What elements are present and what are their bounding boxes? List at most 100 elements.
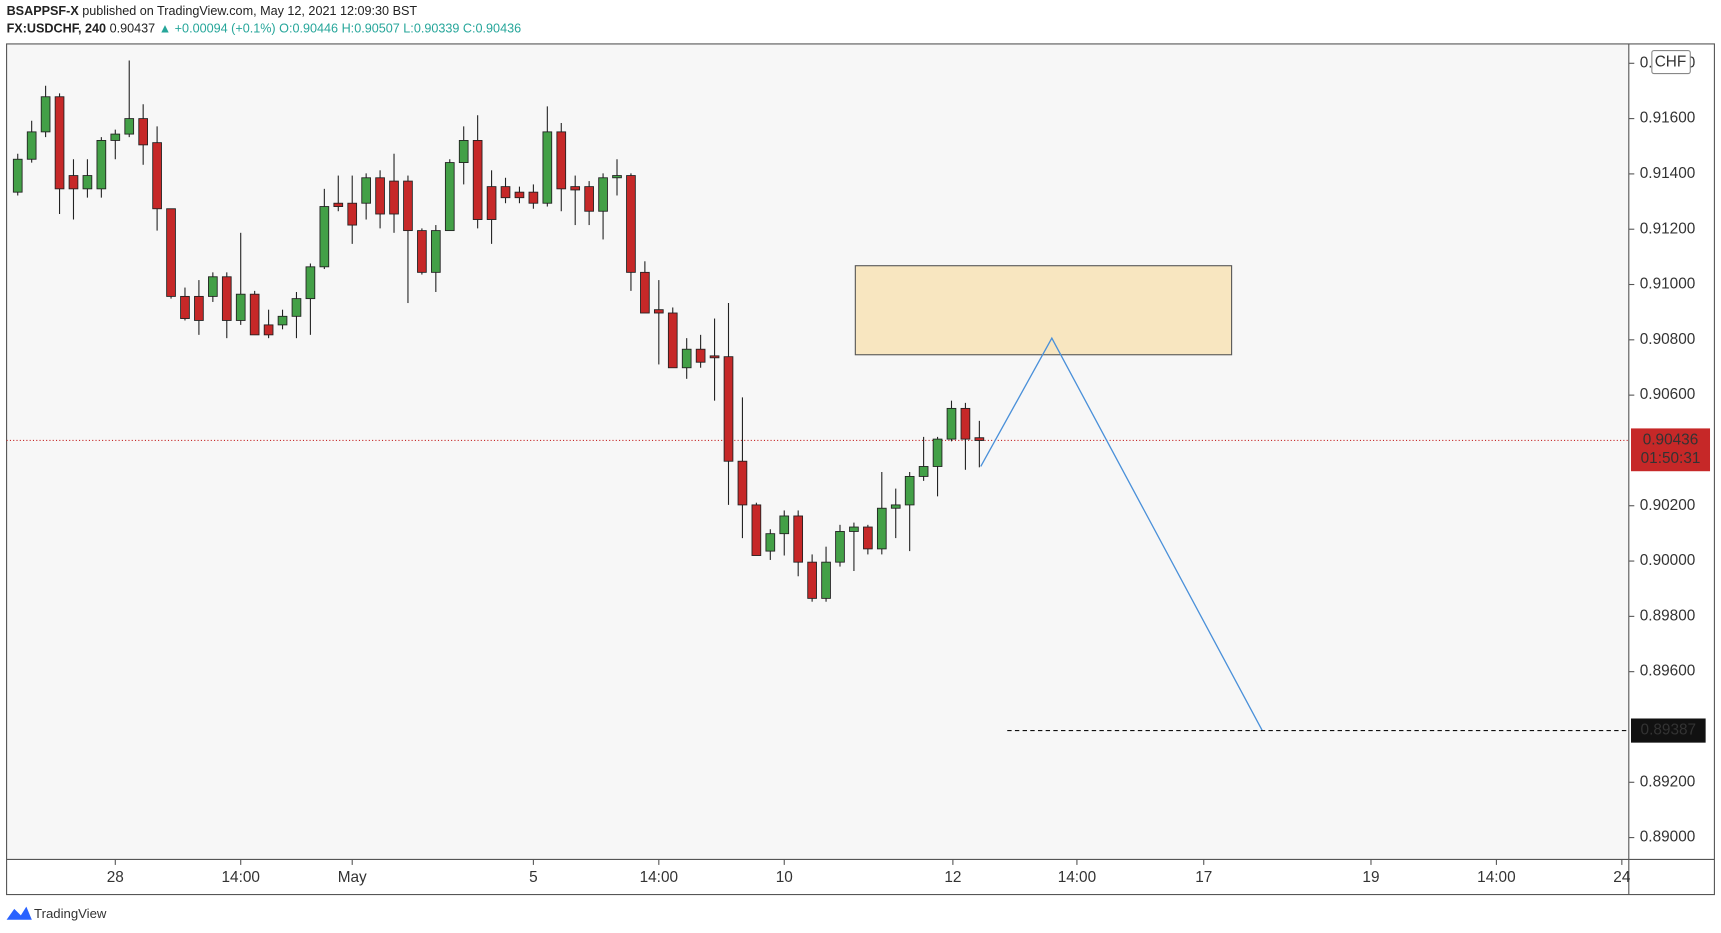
candle-body — [807, 561, 817, 599]
candle-body — [932, 438, 943, 467]
candle-body — [208, 276, 218, 297]
candle-body — [626, 175, 636, 273]
y-tick-label: 0.90600 — [1640, 386, 1696, 403]
x-tick-label: 17 — [1195, 869, 1212, 886]
candle-body — [235, 293, 246, 321]
plot — [6, 60, 1629, 732]
target-label-box — [1630, 718, 1706, 743]
plot-area — [6, 43, 1629, 860]
author: BSAPPSF-X — [7, 4, 80, 18]
candle-body — [974, 437, 985, 441]
candle-body — [54, 96, 65, 190]
candle-body — [431, 230, 441, 273]
candle-body — [403, 180, 413, 232]
price-label: 0.90436 — [1643, 432, 1699, 449]
y-tick-label: 0.90000 — [1640, 552, 1696, 569]
x-tick-label: 14:00 — [222, 869, 260, 886]
candle-body — [514, 191, 525, 199]
candle-body — [180, 295, 190, 319]
candle-body — [863, 526, 873, 550]
candle-body — [110, 133, 121, 141]
candle-body — [68, 175, 79, 190]
candle-body — [751, 504, 762, 556]
zone — [854, 265, 1233, 356]
currency-box — [1651, 49, 1691, 75]
candle-body — [221, 276, 232, 321]
candle-body — [640, 271, 650, 314]
candle-body — [124, 118, 135, 135]
candle-body — [277, 315, 288, 326]
candle-body — [12, 158, 23, 193]
candle-body — [737, 460, 748, 506]
candle-body — [263, 324, 274, 336]
symbol: FX:USDCHF, 240 — [7, 22, 107, 36]
candle-body — [779, 515, 790, 535]
ohlc-h: H:0.90507 — [342, 22, 400, 36]
x-tick-label: 5 — [529, 869, 538, 886]
candle-body — [584, 186, 594, 212]
y-tick-label: 0.91000 — [1640, 276, 1696, 293]
candle-body — [26, 131, 37, 160]
axis-overlay: 0.89000 0.89200 0.89600 0.89800 0.90000 0.902… — [107, 49, 1711, 886]
candle-body — [653, 309, 664, 314]
symbol-line: FX:USDCHF, 240 0.90437 ▲ +0.00094 (+0.1%… — [7, 22, 522, 36]
candle-body — [918, 466, 929, 477]
projection-line — [980, 336, 1263, 731]
candle-body — [556, 131, 567, 190]
y-tick-label: 0.89600 — [1640, 663, 1696, 680]
candle-body — [347, 202, 358, 226]
target-label: 0.89387 — [1641, 722, 1697, 739]
candle-body — [152, 142, 162, 210]
candle-body — [375, 177, 385, 215]
candle-body — [82, 175, 93, 190]
y-tick-label: 0.89200 — [1640, 773, 1696, 790]
countdown: 01:50:31 — [1641, 450, 1701, 467]
x-tick-label: 14:00 — [1477, 869, 1515, 886]
candle-body — [472, 140, 483, 220]
candle-body — [319, 206, 330, 268]
candle-body — [570, 186, 581, 191]
x-tick-label: 10 — [776, 869, 793, 886]
x-tick-label: May — [338, 869, 367, 886]
ohlc-c: C:0.90436 — [463, 22, 521, 36]
candle-body — [96, 140, 107, 190]
candle-body — [458, 140, 469, 164]
y-tick-label: 0.89000 — [1640, 829, 1696, 846]
y-tick-label: 0.90800 — [1640, 331, 1696, 348]
x-tick-label: 28 — [107, 869, 124, 886]
x-tick-label: 12 — [944, 869, 961, 886]
y-tick-label: 0.91200 — [1640, 220, 1696, 237]
candle-body — [361, 177, 371, 204]
footer: TradingView — [34, 906, 107, 921]
x-tick-label: 24 — [1613, 869, 1631, 886]
candle-body — [291, 298, 302, 317]
frame — [6, 43, 1715, 896]
candle-body — [904, 475, 915, 506]
last: 0.90437 — [110, 22, 156, 36]
y-tick-label: 0.89800 — [1640, 607, 1696, 624]
published: published on TradingView.com, May 12, 20… — [82, 4, 417, 18]
header-line: BSAPPSF-X published on TradingView.com, … — [7, 4, 418, 18]
candle-body — [500, 186, 511, 199]
candle-body — [486, 186, 497, 220]
logo — [6, 906, 32, 920]
candle-body — [695, 348, 706, 363]
currency: CHF — [1655, 54, 1687, 71]
candle-body — [765, 533, 776, 552]
candle-body — [612, 175, 622, 179]
candle-body — [417, 230, 427, 273]
candle-body — [138, 118, 148, 146]
ohlc-l: L:0.90339 — [403, 22, 459, 36]
candle-body — [166, 208, 176, 297]
candle-body — [194, 295, 204, 321]
candle-body — [793, 515, 804, 563]
y-tick-label: 0.91400 — [1640, 165, 1696, 182]
candle-body — [890, 504, 901, 509]
candle-body — [305, 266, 316, 300]
y-tick-label: 0.91600 — [1640, 110, 1696, 127]
candle-body — [960, 407, 971, 440]
candle-body — [849, 526, 859, 532]
change: ▲ +0.00094 (+0.1%) — [159, 22, 276, 36]
candle-body — [528, 191, 539, 204]
